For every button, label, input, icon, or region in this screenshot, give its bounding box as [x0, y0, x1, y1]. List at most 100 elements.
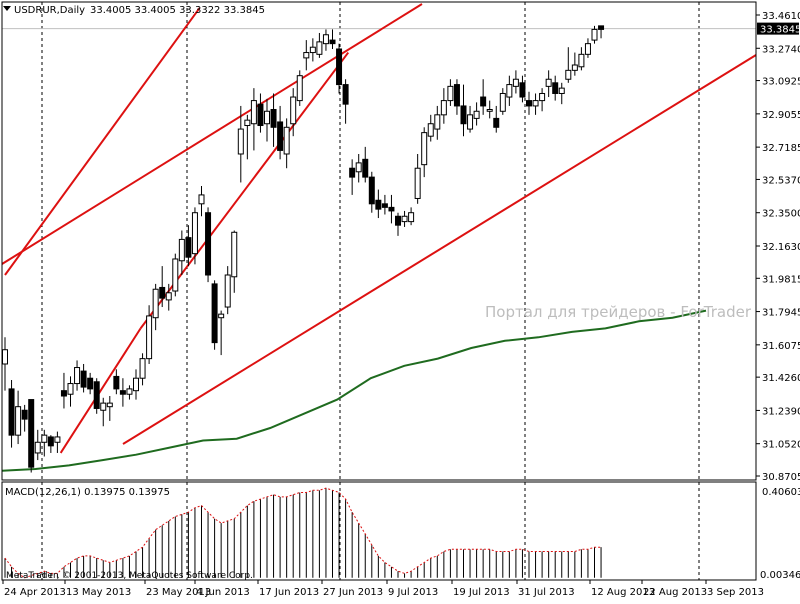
candle[interactable]	[342, 79, 349, 124]
candle[interactable]	[244, 114, 251, 160]
candle[interactable]	[93, 378, 100, 414]
candle[interactable]	[119, 378, 126, 407]
candle[interactable]	[34, 429, 41, 461]
candle[interactable]	[133, 369, 139, 400]
candle[interactable]	[277, 105, 284, 160]
candle[interactable]	[545, 70, 552, 98]
candle[interactable]	[598, 25, 605, 39]
candle[interactable]	[591, 25, 598, 44]
candle[interactable]	[493, 105, 500, 133]
channel-line-lower_2[interactable]	[139, 51, 350, 329]
candle[interactable]	[126, 385, 133, 400]
candle[interactable]	[388, 194, 395, 224]
candle[interactable]	[506, 75, 513, 106]
candle[interactable]	[460, 84, 467, 137]
candle[interactable]	[362, 146, 369, 183]
candle[interactable]	[185, 225, 192, 267]
candle[interactable]	[395, 212, 401, 236]
candle[interactable]	[526, 91, 532, 115]
candle[interactable]	[329, 29, 336, 49]
candle[interactable]	[571, 52, 578, 76]
candle[interactable]	[60, 372, 67, 409]
candle[interactable]	[87, 372, 94, 395]
candle[interactable]	[322, 29, 329, 51]
candle[interactable]	[54, 431, 61, 453]
candle[interactable]	[427, 114, 434, 142]
candle[interactable]	[480, 79, 487, 115]
candle[interactable]	[146, 305, 153, 364]
candle[interactable]	[290, 88, 297, 137]
candle[interactable]	[355, 153, 362, 183]
candle[interactable]	[205, 207, 212, 283]
candle[interactable]	[47, 435, 54, 453]
candle[interactable]	[296, 70, 303, 106]
candle[interactable]	[113, 369, 120, 395]
candle[interactable]	[21, 404, 28, 432]
candle[interactable]	[453, 79, 460, 115]
candle[interactable]	[237, 105, 244, 183]
candle[interactable]	[565, 47, 572, 83]
candle[interactable]	[28, 399, 35, 473]
candle[interactable]	[264, 98, 270, 142]
candle[interactable]	[414, 153, 421, 204]
price-tick-label: 33.4610	[762, 11, 800, 22]
chevron-down-icon[interactable]	[3, 6, 11, 11]
candle[interactable]	[408, 207, 415, 226]
candle[interactable]	[250, 88, 257, 151]
price-tick-label: 31.4260	[762, 373, 800, 384]
candle[interactable]	[139, 353, 146, 386]
candle[interactable]	[421, 127, 428, 178]
candle[interactable]	[74, 360, 81, 391]
candle[interactable]	[434, 105, 441, 140]
candle[interactable]	[440, 88, 447, 124]
candle[interactable]	[257, 93, 264, 133]
candle[interactable]	[584, 38, 591, 58]
candle[interactable]	[447, 79, 454, 106]
candle[interactable]	[316, 32, 323, 58]
candle[interactable]	[336, 43, 343, 94]
candle[interactable]	[552, 75, 559, 101]
candle[interactable]	[283, 118, 290, 169]
candle[interactable]	[381, 194, 388, 215]
candle[interactable]	[218, 310, 225, 356]
candle[interactable]	[67, 376, 74, 407]
candle[interactable]	[486, 100, 493, 119]
candle[interactable]	[558, 82, 565, 105]
candle[interactable]	[159, 266, 166, 308]
candle[interactable]	[499, 88, 506, 115]
candle[interactable]	[191, 207, 198, 265]
candle[interactable]	[198, 186, 205, 217]
candle[interactable]	[2, 337, 8, 391]
candle[interactable]	[270, 93, 277, 147]
channel-line-upper-full[interactable]	[1, 3, 423, 265]
candle[interactable]	[401, 210, 408, 227]
candle[interactable]	[519, 75, 526, 103]
candle[interactable]	[309, 38, 316, 62]
candle[interactable]	[80, 363, 87, 393]
candle[interactable]	[467, 105, 474, 133]
candle[interactable]	[8, 379, 15, 448]
candle[interactable]	[368, 171, 375, 213]
candle[interactable]	[165, 283, 172, 311]
candle[interactable]	[473, 102, 480, 126]
candle[interactable]	[15, 390, 22, 445]
candle[interactable]	[172, 253, 179, 297]
candle[interactable]	[512, 70, 519, 94]
candle[interactable]	[178, 230, 185, 275]
candle[interactable]	[375, 189, 382, 219]
candle[interactable]	[349, 159, 356, 195]
candle[interactable]	[224, 266, 231, 315]
candle[interactable]	[211, 280, 218, 350]
candle[interactable]	[106, 396, 113, 421]
channel-line-upper[interactable]	[4, 7, 201, 276]
channel-line-lower-full[interactable]	[122, 54, 757, 445]
candle[interactable]	[152, 283, 159, 331]
candle[interactable]	[303, 40, 310, 71]
channel-line-lower_1[interactable]	[59, 327, 142, 454]
candle[interactable]	[100, 397, 107, 427]
candle[interactable]	[41, 429, 48, 457]
candle[interactable]	[539, 88, 546, 112]
candle[interactable]	[578, 47, 585, 71]
candle[interactable]	[231, 230, 238, 293]
candle[interactable]	[532, 93, 539, 115]
